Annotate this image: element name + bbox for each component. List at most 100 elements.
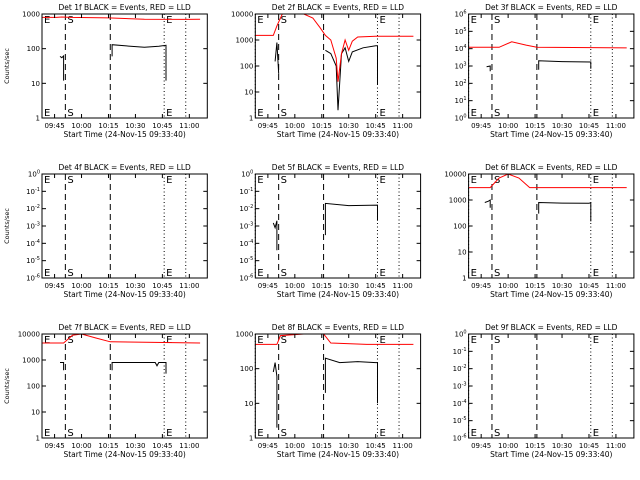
y-tick-label: 1000	[449, 197, 467, 205]
plot-title: Det 4f BLACK = Events, RED = LLD	[59, 163, 192, 172]
plot-frame	[41, 13, 208, 119]
y-tick-label: 10-3	[453, 382, 467, 391]
marker-label-bottom-e: E	[471, 268, 477, 279]
y-tick-label: 10	[458, 249, 467, 257]
y-tick-label: 10-2	[26, 204, 40, 213]
x-tick-label: 10:00	[498, 122, 518, 130]
x-tick-label: 11:00	[606, 282, 626, 290]
marker-label-bottom-e: E	[593, 108, 599, 119]
marker-label-top-s: S	[281, 15, 287, 26]
x-tick-label: 10:00	[285, 282, 305, 290]
x-tick-label: 11:00	[179, 282, 199, 290]
marker-label-top-s: S	[494, 335, 500, 346]
marker-label-bottom-s: S	[494, 108, 500, 119]
x-tick-label: 10:00	[71, 122, 91, 130]
plot-frame	[468, 333, 635, 439]
y-tick-label: 10-4	[239, 239, 253, 248]
marker-label-bottom-s: S	[494, 428, 500, 439]
y-tick-label: 10	[244, 400, 253, 408]
x-tick-label: 11:00	[393, 122, 413, 130]
x-tick-label: 10:15	[312, 442, 332, 450]
plot-title: Det 5f BLACK = Events, RED = LLD	[272, 163, 405, 172]
marker-label-top-e: E	[44, 175, 50, 186]
plot-title: Det 8f BLACK = Events, RED = LLD	[272, 323, 405, 332]
x-axis-label: Start Time (24-Nov-15 09:33:40)	[490, 130, 612, 139]
y-tick-label: 104	[454, 44, 466, 53]
series-line-events	[111, 44, 167, 81]
marker-label-bottom-e: E	[471, 428, 477, 439]
x-tick-label: 09:45	[471, 442, 491, 450]
series-line-events	[538, 60, 592, 70]
x-axis-label: Start Time (24-Nov-15 09:33:40)	[277, 290, 399, 299]
marker-label-bottom-e: E	[44, 268, 50, 279]
x-tick-label: 10:15	[98, 122, 118, 130]
x-axis-label: Start Time (24-Nov-15 09:33:40)	[63, 450, 185, 459]
x-tick-label: 10:00	[71, 442, 91, 450]
plot-title: Det 7f BLACK = Events, RED = LLD	[59, 323, 192, 332]
y-tick-label: 100	[453, 223, 466, 231]
y-tick-label: 10-6	[26, 274, 40, 283]
plot-frame	[254, 333, 422, 439]
marker-label-top-s: S	[67, 175, 73, 186]
x-tick-label: 09:45	[258, 442, 278, 450]
x-tick-label: 10:00	[71, 282, 91, 290]
y-tick-label: 105	[454, 27, 466, 36]
y-tick-label: 100	[27, 383, 40, 391]
y-tick-label: 10000	[231, 11, 253, 19]
x-tick-label: 09:45	[44, 442, 64, 450]
x-axis-label: Start Time (24-Nov-15 09:33:40)	[277, 130, 399, 139]
y-tick-label: 10	[31, 409, 40, 417]
marker-label-top-e: E	[166, 15, 172, 26]
detector-plot-9: Det 9f BLACK = Events, RED = LLD E E S S E E 10…	[453, 323, 635, 459]
series-line-events	[111, 362, 167, 374]
series-line-events	[274, 42, 280, 74]
x-tick-label: 09:45	[258, 282, 278, 290]
y-tick-label: 10-4	[26, 239, 40, 248]
x-tick-label: 11:00	[606, 122, 626, 130]
y-tick-label: 10000	[18, 331, 40, 339]
marker-label-top-e: E	[257, 175, 263, 186]
plot-title: Det 9f BLACK = Events, RED = LLD	[485, 323, 618, 332]
detector-plot-2: Det 2f BLACK = Events, RED = LLDEESSEE11…	[231, 3, 422, 139]
y-tick-label: 1000	[22, 357, 40, 365]
marker-label-bottom-e: E	[593, 428, 599, 439]
x-tick-label: 10:30	[552, 282, 572, 290]
plot-title: Det 6f BLACK = Events, RED = LLD	[485, 163, 618, 172]
x-tick-label: 10:45	[579, 282, 599, 290]
x-tick-label: 09:45	[44, 282, 64, 290]
y-tick-label: 1000	[22, 11, 40, 19]
x-axis-label: Start Time (24-Nov-15 09:33:40)	[490, 450, 612, 459]
y-tick-label: 10-5	[453, 416, 467, 425]
y-tick-label: 101	[454, 96, 466, 105]
plot-frame	[41, 333, 208, 439]
y-tick-label: 100	[240, 365, 253, 373]
y-tick-label: 1000	[235, 37, 253, 45]
x-axis-label: Start Time (24-Nov-15 09:33:40)	[277, 450, 399, 459]
x-axis-label: Start Time (24-Nov-15 09:33:40)	[63, 130, 185, 139]
x-tick-label: 10:30	[339, 442, 359, 450]
y-tick-label: 102	[454, 79, 466, 88]
x-tick-label: 10:15	[525, 442, 545, 450]
x-tick-label: 10:30	[339, 122, 359, 130]
x-tick-label: 11:00	[606, 442, 626, 450]
marker-label-top-s: S	[281, 175, 287, 186]
x-tick-label: 10:15	[525, 282, 545, 290]
x-tick-label: 11:00	[393, 442, 413, 450]
series-line-lld	[468, 41, 627, 49]
y-tick-label: 10-1	[453, 347, 467, 356]
detector-plot-7: Det 7f BLACK = Events, RED = LLDEESSEE11…	[3, 323, 208, 459]
series-line-events	[484, 199, 491, 208]
marker-label-top-e: E	[471, 175, 477, 186]
marker-label-top-e: E	[379, 175, 385, 186]
marker-label-top-e: E	[166, 175, 172, 186]
marker-label-top-e: E	[593, 335, 599, 346]
x-tick-label: 10:45	[579, 442, 599, 450]
series-line-events	[324, 357, 378, 404]
y-tick-label: 10-5	[26, 256, 40, 265]
y-tick-label: 10-3	[239, 222, 253, 231]
series-line-events	[59, 54, 65, 81]
series-line-events	[324, 202, 378, 236]
marker-label-bottom-e: E	[166, 268, 172, 279]
marker-label-bottom-e: E	[593, 268, 599, 279]
y-tick-label: 10000	[444, 171, 466, 179]
